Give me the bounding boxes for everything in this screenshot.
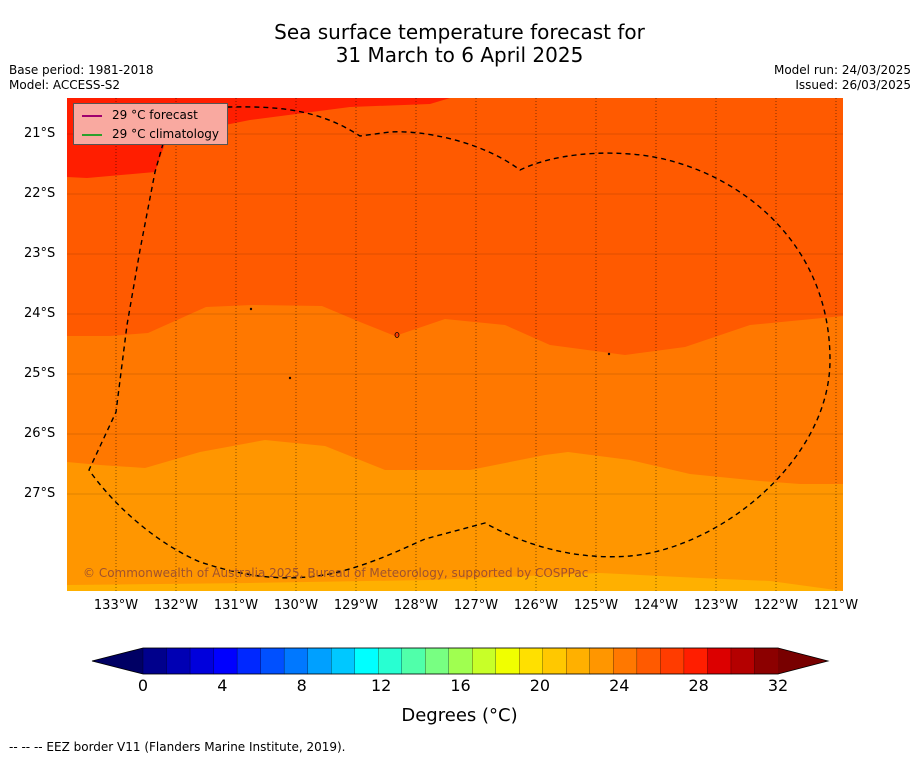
lat-label: 21°S <box>24 126 56 141</box>
lon-label: 133°W <box>93 598 139 613</box>
base-period-text: Base period: 1981-2018 <box>9 63 154 77</box>
legend-forecast: 29 °C forecast <box>82 106 198 124</box>
colorbar-cell <box>189 647 215 675</box>
colorbar-cell <box>354 647 379 675</box>
colorbar-cell <box>519 647 544 675</box>
lon-label: 131°W <box>213 598 259 613</box>
colorbar-cell <box>307 647 332 675</box>
legend-climatology: 29 °C climatology <box>82 125 219 143</box>
lon-label: 127°W <box>453 598 499 613</box>
colorbar-tick-label: 20 <box>529 676 551 695</box>
title-line-1: Sea surface temperature forecast for <box>274 20 645 44</box>
colorbar-tick-label: 0 <box>137 676 149 695</box>
colorbar-cell <box>730 647 756 675</box>
colorbar-cell <box>683 647 709 675</box>
model-text: Model: ACCESS-S2 <box>9 78 121 92</box>
colorbar-cell <box>378 647 403 675</box>
lon-label: 128°W <box>393 598 439 613</box>
model-run-text: Model run: 24/03/2025 <box>773 63 911 77</box>
legend-climatology-label: 29 °C climatology <box>112 127 220 141</box>
colorbar-cell <box>660 647 685 675</box>
colorbar-unit-label: Degrees (°C) <box>401 705 518 726</box>
band-28-29 <box>67 98 843 355</box>
colorbar <box>91 647 830 675</box>
colorbar-tick-label: 32 <box>767 676 789 695</box>
issued-text: Issued: 26/03/2025 <box>795 78 911 92</box>
colorbar-cell <box>448 647 473 675</box>
forecast-line-icon <box>82 114 102 117</box>
lon-label: 125°W <box>573 598 619 613</box>
colorbar-cell <box>707 647 732 675</box>
lon-label: 129°W <box>333 598 379 613</box>
legend-forecast-label: 29 °C forecast <box>112 108 198 122</box>
colorbar-cell <box>542 647 567 675</box>
colorbar-cell <box>589 647 615 675</box>
lon-label: 124°W <box>633 598 679 613</box>
lat-label: 23°S <box>24 246 56 261</box>
colorbar-tick-label: 28 <box>688 676 709 695</box>
colorbar-tick-label: 24 <box>609 676 630 695</box>
colorbar-cell <box>472 647 497 675</box>
lon-label: 123°W <box>693 598 739 613</box>
lon-label: 122°W <box>753 598 799 613</box>
lat-label: 22°S <box>24 186 56 201</box>
colorbar-cell <box>636 647 662 675</box>
colorbar-cell <box>236 647 262 675</box>
colorbar-over-arrow <box>778 648 828 674</box>
map-legend: 29 °C forecast 29 °C climatology <box>73 103 228 145</box>
lat-grid-lines <box>67 133 843 495</box>
islands <box>249 307 611 380</box>
colorbar-cell <box>330 647 356 675</box>
colorbar-tick-label: 4 <box>217 676 228 695</box>
colorbar-tick-label: 12 <box>370 676 392 695</box>
colorbar-under-arrow <box>92 648 143 674</box>
colorbar-tick-label: 16 <box>450 676 471 695</box>
lat-label: 26°S <box>24 426 56 441</box>
colorbar-cell <box>754 647 779 675</box>
band-24-lower <box>67 573 843 591</box>
colorbar-tick-label: 8 <box>296 676 307 695</box>
grid-lines <box>115 98 837 591</box>
title-line-2: 31 March to 6 April 2025 <box>335 43 584 67</box>
map-plot-area <box>67 98 843 591</box>
lat-label: 24°S <box>24 306 56 321</box>
lon-label: 130°W <box>273 598 319 613</box>
lat-label: 27°S <box>24 486 56 501</box>
colorbar-cell <box>495 647 520 675</box>
colorbar-cell <box>566 647 591 675</box>
lon-label: 121°W <box>813 598 859 613</box>
lat-label: 25°S <box>24 366 56 381</box>
colorbar-cell <box>283 647 309 675</box>
footer-note: -- -- -- EEZ border V11 (Flanders Marine… <box>9 740 346 754</box>
colorbar-cell <box>260 647 285 675</box>
lon-label: 132°W <box>153 598 199 613</box>
colorbar-cell <box>213 647 238 675</box>
climatology-line-icon <box>82 133 102 136</box>
colorbar-cell <box>425 647 450 675</box>
colorbar-outline <box>91 647 830 675</box>
lon-label: 126°W <box>513 598 559 613</box>
credit-text: © Commonwealth of Australia 2025, Bureau… <box>83 566 589 580</box>
colorbar-cell <box>166 647 191 675</box>
colorbar-cell <box>401 647 426 675</box>
colorbar-cell <box>613 647 638 675</box>
colorbar-cell <box>142 647 168 675</box>
